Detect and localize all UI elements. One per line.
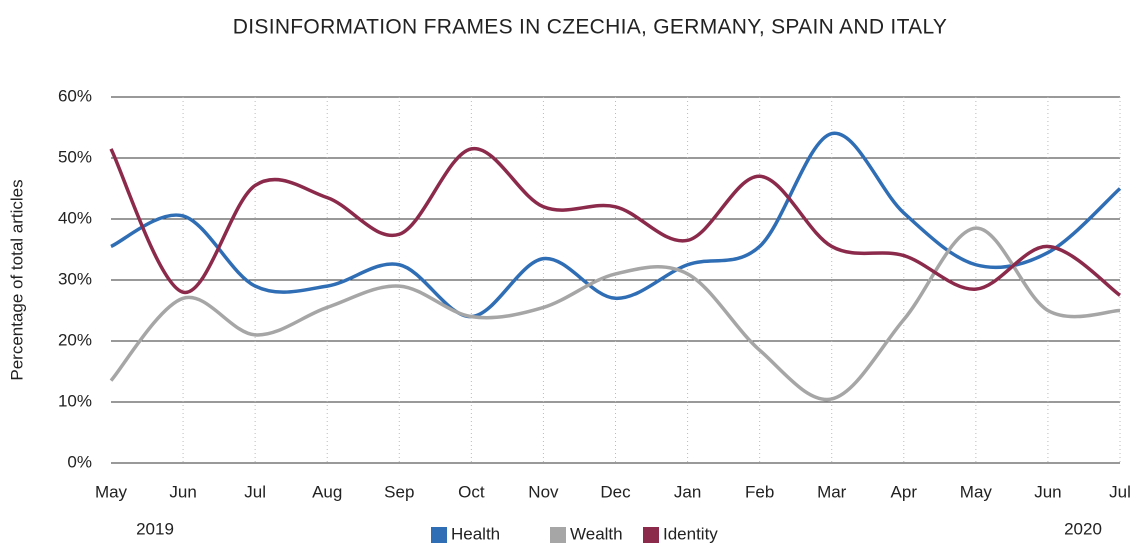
legend-swatch [643,527,659,543]
y-tick-label: 60% [58,86,92,105]
line-series [109,147,1122,297]
y-tick-label: 30% [58,269,92,288]
year-label: 2020 [1064,519,1102,538]
x-tick-label: Mar [817,482,847,501]
x-tick-label: May [95,482,128,501]
legend-swatch [431,527,447,543]
x-tick-label: Feb [745,482,774,501]
x-tick-label: Jan [674,482,701,501]
legend-swatch [550,527,566,543]
year-label: 2019 [136,519,174,538]
chart-title: DISINFORMATION FRAMES IN CZECHIA, GERMAN… [233,16,947,39]
x-tick-label: Jun [169,482,196,501]
x-tick-label: Jul [244,482,266,501]
y-tick-label: 0% [67,452,92,471]
x-tick-label: May [960,482,993,501]
legend-label: Identity [663,524,718,543]
x-tick-label: Apr [891,482,918,501]
y-axis-label: Percentage of total articles [7,179,26,380]
legend-label: Wealth [570,524,623,543]
x-tick-label: Aug [312,482,342,501]
x-tick-label: Jul [1109,482,1130,501]
x-tick-label: Sep [384,482,414,501]
y-tick-label: 50% [58,147,92,166]
x-tick-label: Nov [528,482,559,501]
line-series [109,226,1121,402]
y-tick-label: 10% [58,391,92,410]
x-tick-label: Dec [600,482,631,501]
legend-label: Health [451,524,500,543]
y-tick-label: 20% [58,330,92,349]
line-series [110,131,1122,319]
x-tick-label: Oct [458,482,485,501]
y-tick-label: 40% [58,208,92,227]
x-tick-label: Jun [1034,482,1061,501]
